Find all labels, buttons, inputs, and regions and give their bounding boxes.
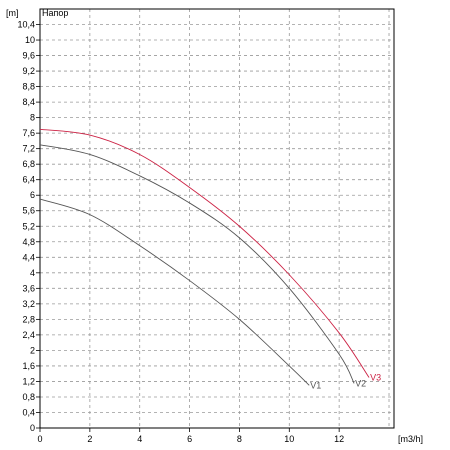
y-tick-label: 6,8 xyxy=(22,159,35,169)
y-axis-unit-label: [m] xyxy=(6,8,19,18)
y-tick-label: 4 xyxy=(30,268,35,278)
y-tick-label: 2,4 xyxy=(22,330,35,340)
plot-frame xyxy=(39,8,395,429)
series-line-v1 xyxy=(39,198,310,386)
grid-layer xyxy=(40,9,394,428)
x-axis-unit-label: [m3/h] xyxy=(398,434,423,444)
series-label-v3: V3 xyxy=(370,373,381,383)
y-tick-label: 9,6 xyxy=(22,51,35,61)
y-tick-label: 6 xyxy=(30,190,35,200)
y-tick-label: 0,4 xyxy=(22,407,35,417)
x-tick-label: 2 xyxy=(87,434,92,444)
y-tick-label: 10 xyxy=(25,35,35,45)
label-layer: 0 2 4 6 8 10 12 0 0,4 0,8 1,2 1,6 2 2,4 2,8 3,2 3,6 4 4,4 4… xyxy=(6,8,423,444)
x-tick-label: 0 xyxy=(37,434,42,444)
y-tick-label: 5,2 xyxy=(22,221,35,231)
x-tick-label: 8 xyxy=(237,434,242,444)
y-tick-label: 0 xyxy=(30,423,35,433)
y-tick-label: 3,6 xyxy=(22,283,35,293)
y-tick-label: 3,2 xyxy=(22,299,35,309)
y-tick-label: 7,6 xyxy=(22,128,35,138)
y-tick-label: 2 xyxy=(30,345,35,355)
series-label-v2: V2 xyxy=(355,378,366,388)
x-tick-label: 4 xyxy=(137,434,142,444)
x-tick-label: 6 xyxy=(187,434,192,444)
y-tick-label: 8,8 xyxy=(22,82,35,92)
y-tick-label: 9,2 xyxy=(22,66,35,76)
y-tick-label: 5,6 xyxy=(22,206,35,216)
y-tick-label: 1,6 xyxy=(22,361,35,371)
chart-title: Напор xyxy=(42,8,68,18)
y-tick-label: 8,4 xyxy=(22,97,35,107)
y-tick-label: 0,8 xyxy=(22,392,35,402)
y-tick-label: 8 xyxy=(30,113,35,123)
y-tick-label: 4,8 xyxy=(22,237,35,247)
plot-area xyxy=(40,9,394,428)
series-line-v2 xyxy=(39,144,355,384)
y-tick-label: 1,2 xyxy=(22,376,35,386)
x-tick-label: 12 xyxy=(334,434,344,444)
y-tick-label: 7,2 xyxy=(22,144,35,154)
series-layer xyxy=(39,128,370,386)
y-tick-label: 10,4 xyxy=(17,20,35,30)
y-tick-label: 4,4 xyxy=(22,252,35,262)
y-tick-label: 2,8 xyxy=(22,314,35,324)
series-line-v3 xyxy=(39,128,370,378)
x-tick-label: 10 xyxy=(284,434,294,444)
series-label-v1: V1 xyxy=(310,380,321,390)
axis-layer xyxy=(36,8,395,432)
y-tick-label: 6,4 xyxy=(22,175,35,185)
